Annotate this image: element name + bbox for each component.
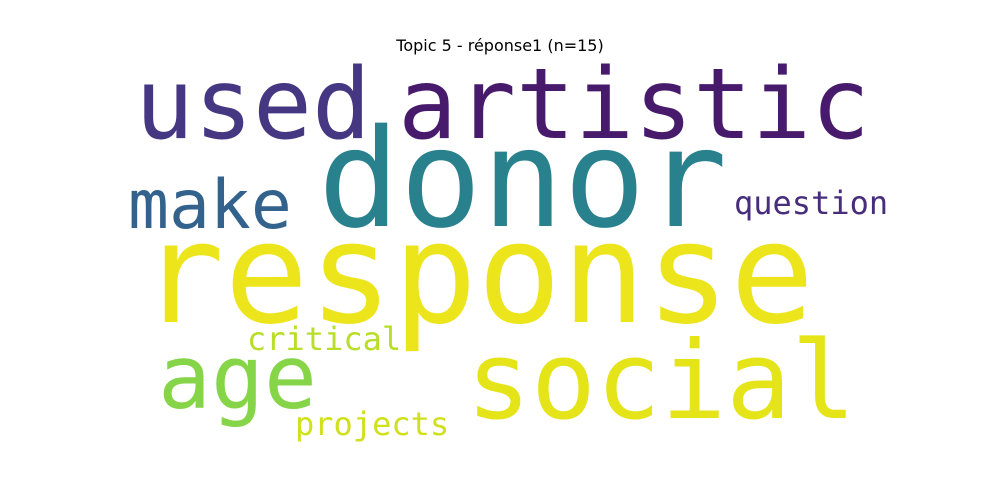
- word-question: question: [734, 184, 888, 222]
- word-projects: projects: [295, 405, 449, 443]
- word-make: make: [128, 166, 292, 245]
- word-used: used: [135, 48, 371, 162]
- word-response: response: [140, 193, 814, 356]
- word-artistic: artistic: [398, 48, 870, 162]
- chart-title: Topic 5 - réponse1 (n=15): [396, 36, 604, 55]
- word-age: age: [158, 326, 317, 429]
- word-social: social: [466, 319, 856, 444]
- word-critical: critical: [247, 320, 401, 358]
- word-donor: donor: [318, 101, 727, 259]
